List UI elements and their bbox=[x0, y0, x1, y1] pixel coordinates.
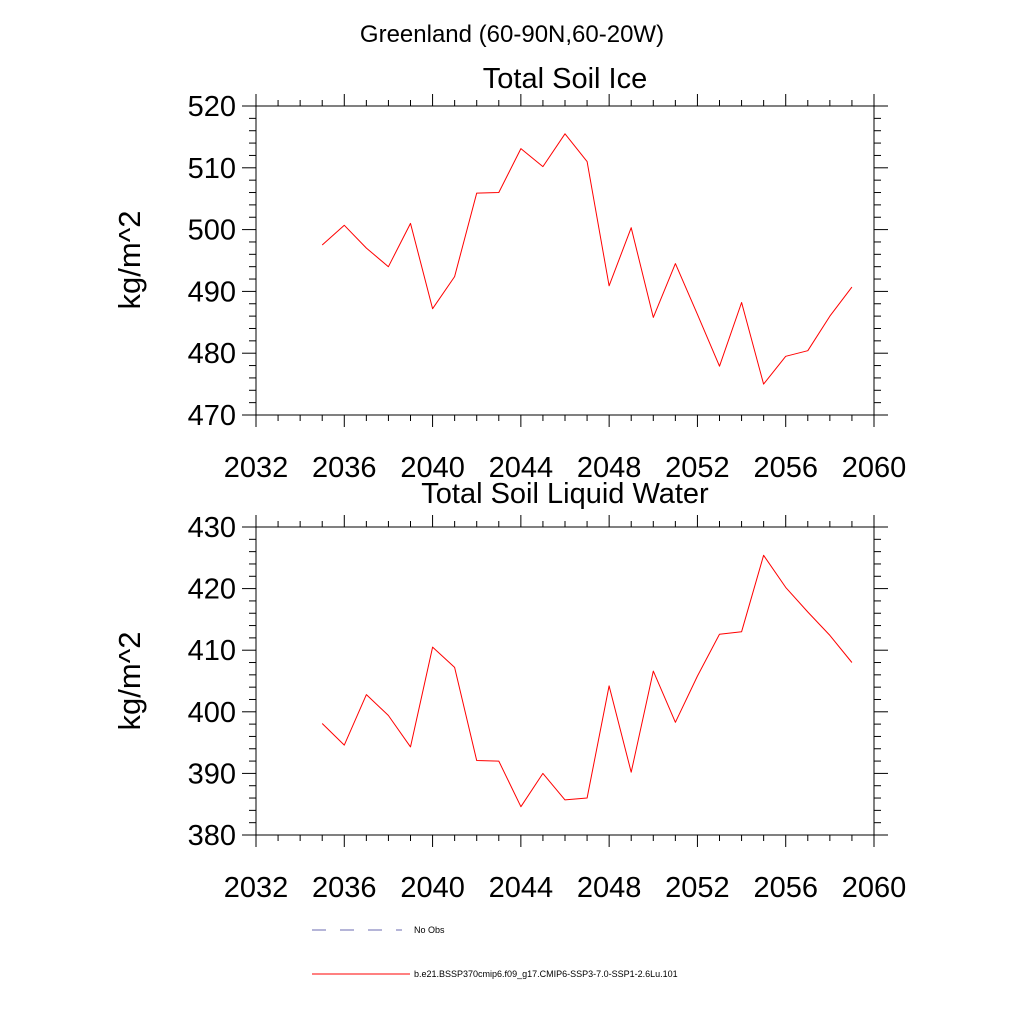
legend: No Obs b.e21.BSSP370cmip6.f09_g17.CMIP6-… bbox=[312, 925, 678, 979]
x-tick-label: 2060 bbox=[842, 452, 907, 484]
y-tick-label: 500 bbox=[188, 215, 236, 247]
x-tick-label: 2044 bbox=[489, 452, 554, 484]
x-tick-label: 2056 bbox=[753, 452, 818, 484]
x-tick-label: 2040 bbox=[400, 872, 465, 904]
x-tick-label: 2036 bbox=[312, 872, 377, 904]
y-tick-label: 470 bbox=[188, 400, 236, 432]
y-tick-label: 480 bbox=[188, 338, 236, 370]
y-tick-label: 520 bbox=[188, 91, 236, 123]
y-tick-label: 380 bbox=[188, 820, 236, 852]
x-tick-label: 2044 bbox=[489, 872, 554, 904]
series-line bbox=[321, 554, 853, 808]
x-tick-label: 2052 bbox=[665, 872, 730, 904]
x-tick-label: 2032 bbox=[224, 872, 289, 904]
chart-title: Total Soil Ice bbox=[483, 63, 647, 95]
plot-frame bbox=[255, 105, 875, 416]
panel-total-soil-ice: Total Soil Ice kg/m^2 2032 2036 2040 2044 2048… bbox=[112, 63, 906, 484]
y-tick-label: 420 bbox=[188, 574, 236, 606]
x-tick-label: 2032 bbox=[224, 452, 289, 484]
x-tick-label: 2048 bbox=[577, 452, 642, 484]
series-line bbox=[321, 133, 853, 385]
x-tick-label: 2060 bbox=[842, 872, 907, 904]
x-tick-label: 2056 bbox=[753, 872, 818, 904]
panel-total-soil-liquid-water: Total Soil Liquid Water kg/m^2 2032 2036 204… bbox=[112, 478, 906, 904]
plot-frame bbox=[255, 526, 875, 836]
legend-label-model-run: b.e21.BSSP370cmip6.f09_g17.CMIP6-SSP3-7.… bbox=[414, 969, 678, 979]
y-axis-label: kg/m^2 bbox=[112, 632, 147, 731]
x-tick-label: 2048 bbox=[577, 872, 642, 904]
y-tick-label: 430 bbox=[188, 512, 236, 544]
y-axis-label: kg/m^2 bbox=[112, 211, 147, 310]
figure-title: Greenland (60-90N,60-20W) bbox=[360, 21, 664, 48]
y-tick-label: 390 bbox=[188, 758, 236, 790]
y-tick-label: 400 bbox=[188, 697, 236, 729]
x-tick-label: 2052 bbox=[665, 452, 730, 484]
legend-label-no-obs: No Obs bbox=[414, 925, 445, 935]
x-tick-label: 2040 bbox=[400, 452, 465, 484]
chart-title: Total Soil Liquid Water bbox=[421, 478, 709, 510]
y-tick-label: 410 bbox=[188, 635, 236, 667]
y-tick-label: 490 bbox=[188, 276, 236, 308]
x-tick-label: 2036 bbox=[312, 452, 377, 484]
y-tick-label: 510 bbox=[188, 153, 236, 185]
